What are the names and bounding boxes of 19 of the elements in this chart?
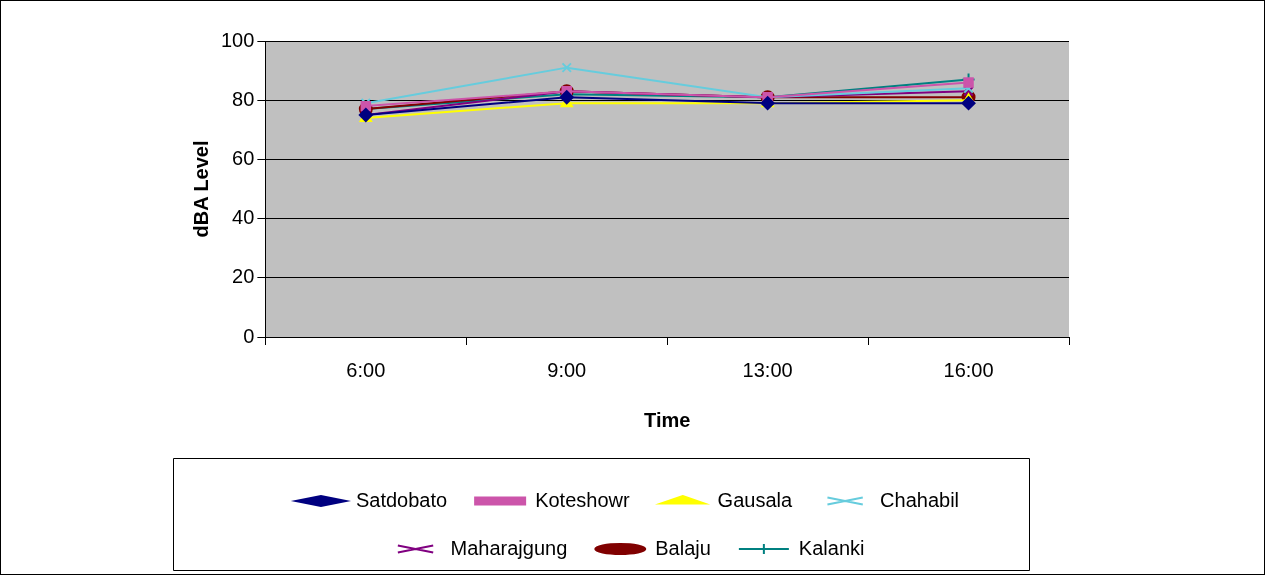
y-tick-label: 80 xyxy=(232,87,255,110)
y-axis-title: dBA Level xyxy=(189,140,212,238)
x-tick-label: 9:00 xyxy=(547,358,587,381)
legend-label: Chahabil xyxy=(880,488,960,511)
legend-label: Koteshowr xyxy=(535,488,630,511)
y-tick-label: 0 xyxy=(243,324,255,347)
legend-label: Gausala xyxy=(717,488,793,511)
legend-label: Maharajgung xyxy=(450,536,568,559)
y-tick-label: 60 xyxy=(232,146,255,169)
x-tick-label: 13:00 xyxy=(742,358,793,381)
x-tick-label: 6:00 xyxy=(346,358,386,381)
legend-label: Satdobato xyxy=(355,488,448,511)
legend-label: Balaju xyxy=(655,536,711,559)
legend-label: Kalanki xyxy=(798,536,865,559)
x-axis-title: Time xyxy=(644,408,691,431)
y-tick-label: 100 xyxy=(220,28,255,51)
y-tick-label: 20 xyxy=(232,265,255,288)
x-tick-label: 16:00 xyxy=(943,358,994,381)
y-tick-label: 40 xyxy=(232,206,255,229)
